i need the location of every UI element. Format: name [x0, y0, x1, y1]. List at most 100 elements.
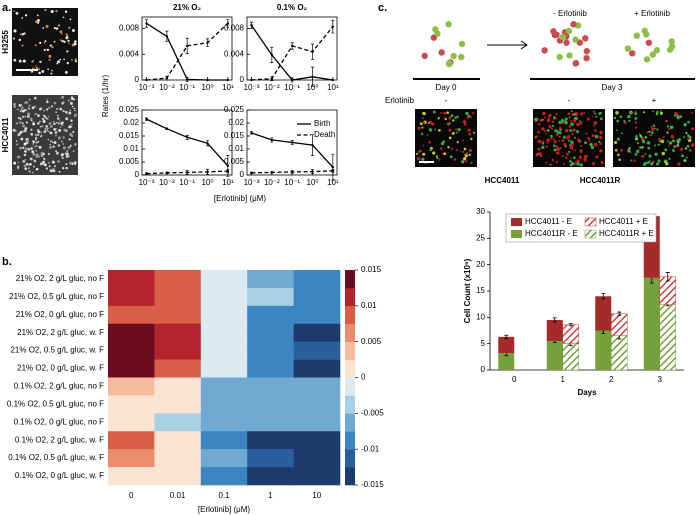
heatmap-cell	[108, 305, 155, 325]
cell-dot	[65, 166, 68, 170]
cell-dot	[466, 152, 469, 155]
cell-dot	[687, 120, 690, 124]
cell-dot	[599, 117, 603, 121]
cell-dot	[31, 171, 34, 174]
cell-dot	[42, 27, 45, 29]
error-bar	[504, 334, 509, 339]
cell-dot	[43, 114, 46, 117]
treatment-sign: -	[445, 96, 448, 105]
error-bar	[331, 169, 335, 173]
cell-dot	[651, 127, 655, 131]
cell-dot	[69, 132, 73, 137]
cell-dot	[455, 149, 458, 152]
cell-dot	[598, 112, 602, 115]
cell-dot	[68, 155, 70, 158]
schematic-cell	[559, 33, 566, 41]
cell-dot	[558, 120, 562, 125]
cell-dot	[64, 152, 67, 155]
heatmap-cell	[154, 467, 202, 486]
cell-dot	[592, 115, 595, 118]
cell-dot	[61, 166, 65, 170]
plot-frame	[141, 109, 233, 176]
cell-dot	[422, 152, 426, 156]
cell-dot	[37, 141, 40, 143]
cell-dot	[662, 135, 665, 138]
panel-label: c.	[378, 2, 387, 14]
schematic-cell	[446, 59, 453, 67]
schematic-cell	[643, 56, 651, 63]
cell-dot	[422, 111, 426, 116]
cell-dot	[51, 141, 54, 144]
cell-dot	[23, 153, 27, 157]
cell-dot	[43, 41, 46, 44]
x-tick-label: 10⁻¹	[284, 178, 300, 187]
cell-dot	[551, 120, 555, 123]
cell-dot	[658, 138, 662, 142]
cell-dot	[687, 137, 690, 141]
cell-dot	[23, 109, 26, 112]
cell-dot	[681, 154, 684, 158]
panel-label: a.	[2, 2, 11, 14]
error-bar	[250, 171, 254, 175]
x-tick-label: 10⁻³	[139, 83, 155, 92]
cell-dot	[553, 140, 557, 144]
cell-dot	[628, 115, 631, 118]
cell-dot	[59, 30, 63, 34]
cell-dot	[579, 121, 583, 125]
error-bar	[601, 293, 606, 300]
cell-dot	[620, 149, 623, 152]
cell-dot	[470, 137, 473, 141]
cell-dot	[22, 146, 25, 149]
cell-dot	[550, 127, 554, 130]
cell-dot	[614, 148, 618, 152]
y-tick-label: 0.02	[123, 118, 139, 127]
y-tick-label: 0	[240, 170, 245, 179]
x-tick-label: 0.01	[170, 491, 186, 500]
cell-dot	[32, 122, 36, 126]
cell-dot	[555, 145, 559, 149]
cell-dot	[472, 112, 475, 115]
cell-dot	[25, 108, 28, 111]
cell-dot	[574, 149, 576, 152]
cell-dot	[635, 134, 638, 138]
cell-dot	[68, 111, 72, 115]
heatmap-cell	[200, 305, 248, 325]
cell-dot	[74, 58, 77, 61]
error-bar	[185, 77, 189, 82]
cell-dot	[627, 149, 631, 153]
cell-dot	[442, 140, 446, 144]
cell-dot	[51, 69, 53, 72]
cell-dot	[25, 121, 28, 124]
cell-dot	[685, 132, 688, 135]
cell-dot	[438, 158, 441, 161]
cell-dot	[420, 132, 424, 136]
error-bar	[311, 66, 315, 87]
cell-line-label: HCC4011R	[580, 176, 621, 185]
heatmap-cell	[108, 341, 155, 360]
cell-dot	[453, 158, 457, 161]
schematic-cell	[624, 45, 632, 52]
cell-dot	[23, 142, 27, 146]
cell-dot	[449, 137, 451, 139]
cell-dot	[545, 132, 548, 135]
cell-dot	[67, 153, 69, 155]
y-tick-label: 5	[481, 339, 486, 348]
cell-dot	[648, 130, 651, 133]
cell-dot	[570, 122, 574, 126]
cell-dot	[617, 153, 620, 157]
cell-dot	[62, 136, 65, 139]
x-tick-label: 1	[268, 491, 273, 500]
cell-dot	[70, 119, 73, 122]
bar-segment	[546, 319, 563, 342]
heatmap-cell	[154, 323, 202, 342]
cell-dot	[556, 130, 561, 134]
cell-dot	[568, 150, 571, 153]
cell-dot	[62, 146, 66, 150]
cell-dot	[556, 151, 560, 155]
row-label: 0.1% O2, 0.5 g/L gluc, no F	[7, 399, 104, 408]
cell-dot	[64, 10, 68, 13]
cell-dot	[560, 118, 565, 123]
cell-dot	[65, 33, 68, 36]
cell-dot	[49, 143, 52, 146]
cell-dot	[463, 122, 467, 126]
